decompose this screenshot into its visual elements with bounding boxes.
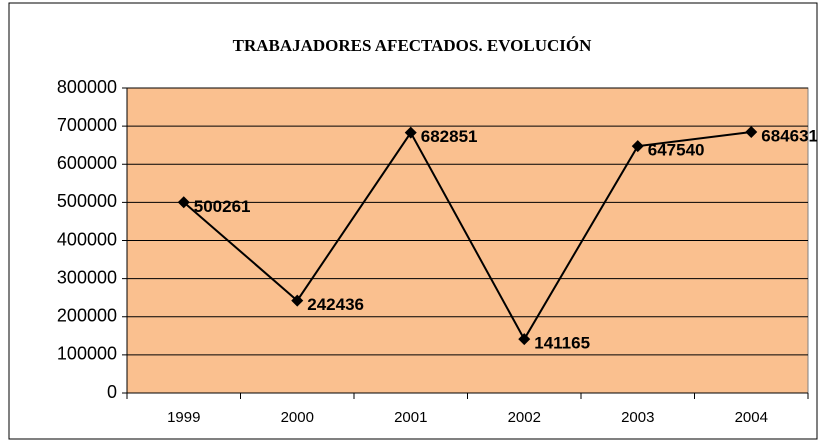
marker	[291, 294, 304, 307]
y-tick-label: 500000	[57, 191, 117, 211]
x-tick-label: 2003	[621, 409, 654, 426]
marker	[404, 126, 417, 139]
data-label: 647540	[648, 141, 705, 160]
marker	[745, 125, 758, 138]
x-tick-label: 2004	[735, 409, 768, 426]
marker	[518, 333, 531, 346]
line	[183, 130, 752, 342]
y-tick-label: 0	[107, 382, 117, 402]
data-label: 242436	[307, 295, 364, 314]
x-tick-label: 1999	[167, 409, 200, 426]
marker	[631, 140, 644, 153]
data-label: 682851	[421, 127, 478, 146]
data-label: 500261	[194, 197, 251, 216]
y-tick-label: 100000	[57, 344, 117, 364]
x-tick-label: 2000	[281, 409, 314, 426]
y-tick-label: 700000	[57, 115, 117, 135]
y-tick-label: 400000	[57, 229, 117, 249]
marker	[177, 196, 190, 209]
y-tick-label: 800000	[57, 77, 117, 97]
y-tick-label: 200000	[57, 306, 117, 326]
data-label: 684631	[761, 126, 818, 145]
y-tick-label: 600000	[57, 153, 117, 173]
x-tick-label: 2002	[508, 409, 541, 426]
y-tick-label: 300000	[57, 267, 117, 287]
chart-title: TRABAJADORES AFECTADOS. EVOLUCIÓN	[233, 36, 592, 55]
data-label: 141165	[534, 334, 590, 353]
x-tick-label: 2001	[394, 409, 427, 426]
